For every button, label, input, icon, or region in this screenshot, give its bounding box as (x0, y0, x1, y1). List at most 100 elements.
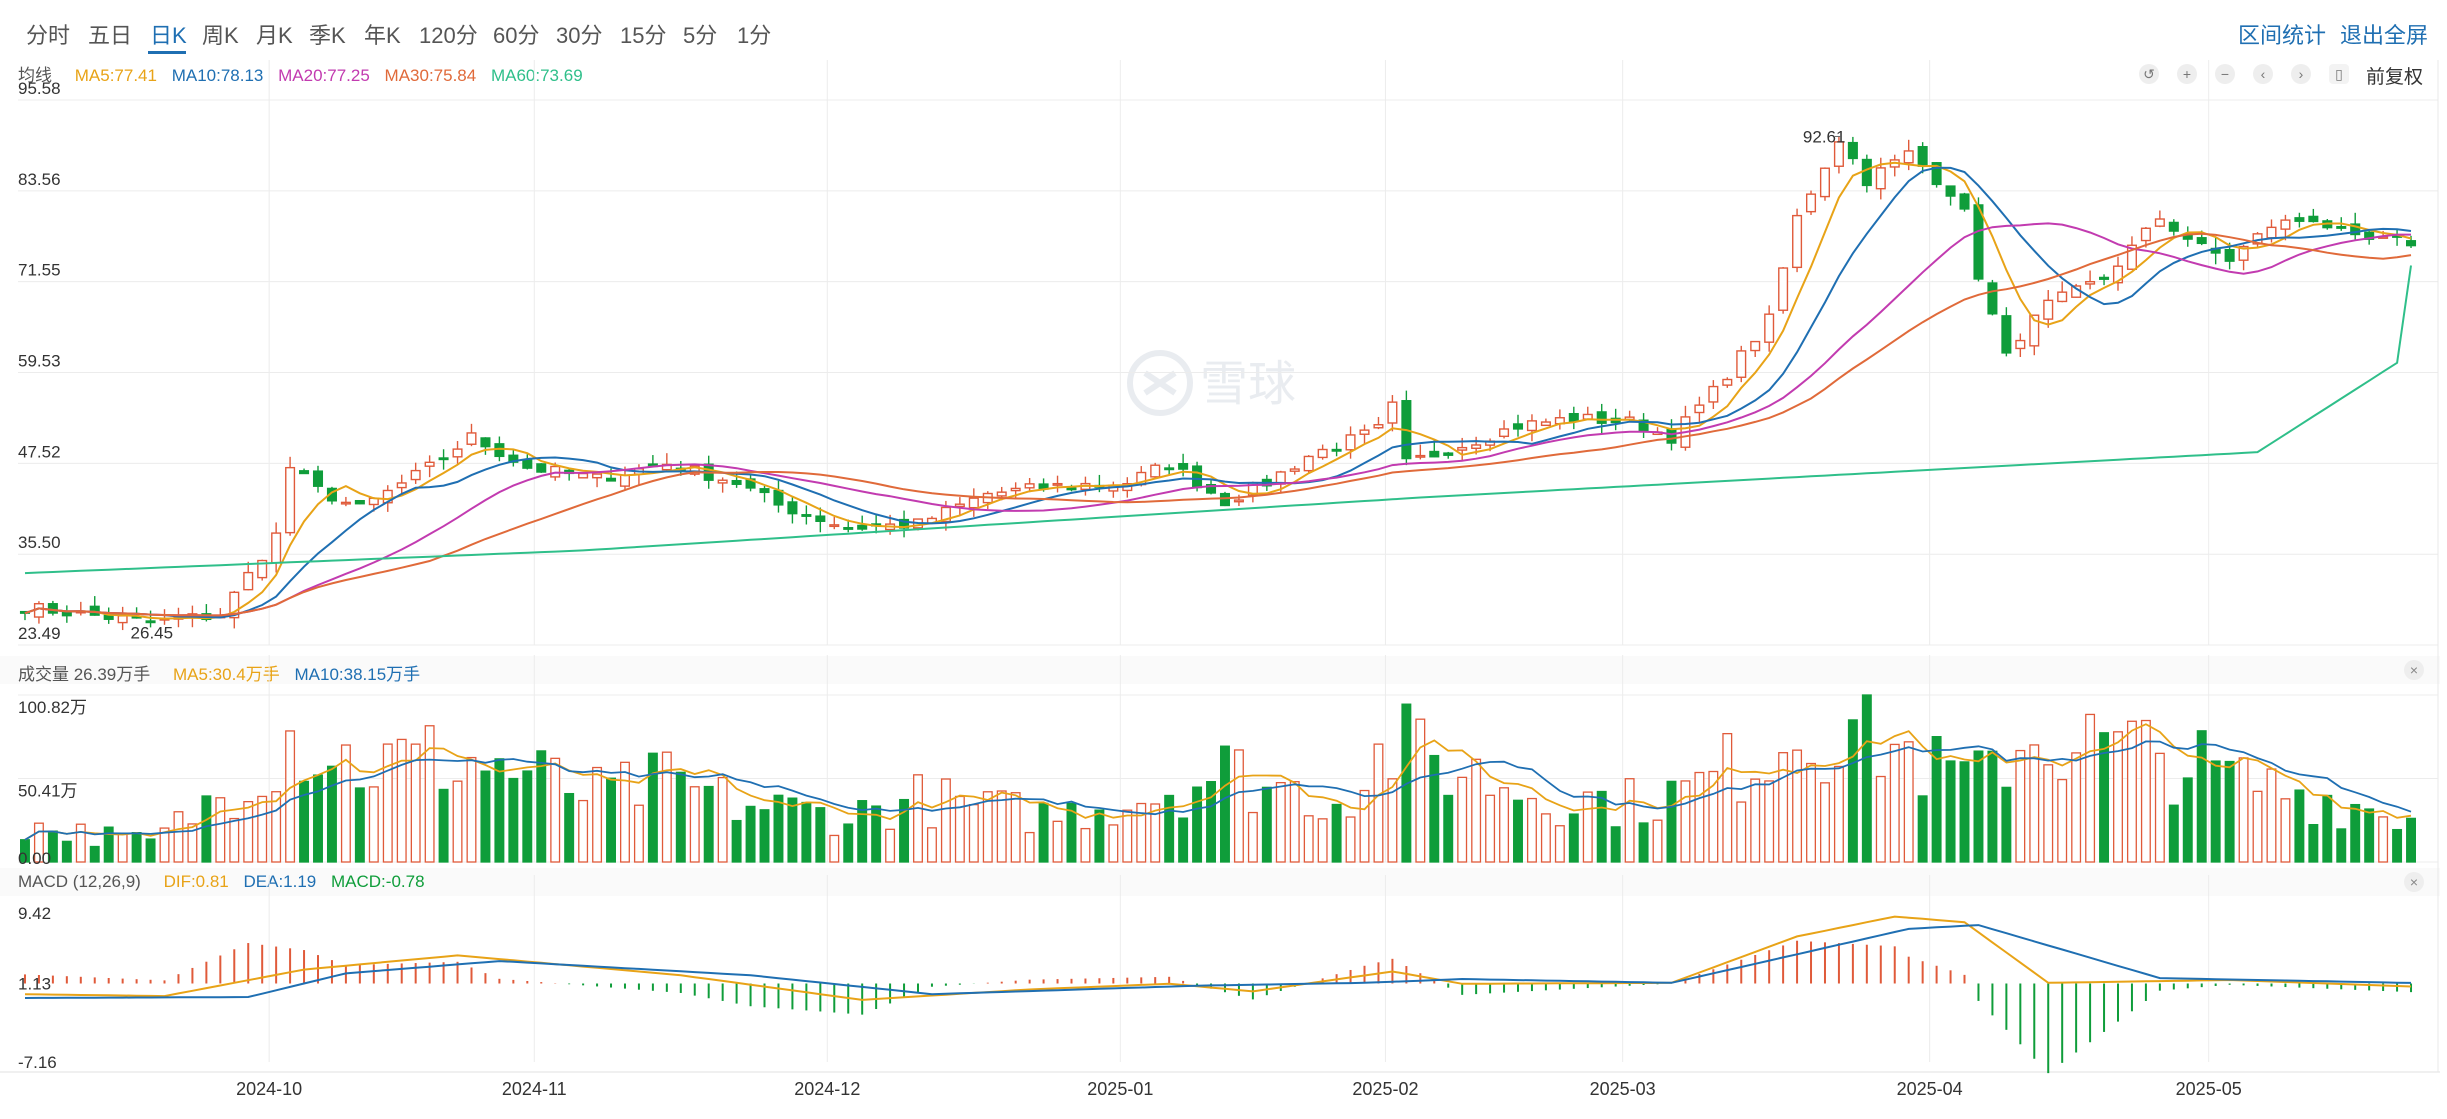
candle (1736, 345, 1747, 383)
candle (899, 510, 910, 538)
candle (1303, 455, 1314, 473)
tab-6[interactable]: 年K (364, 23, 401, 48)
high-annotation: 92.61 (1803, 127, 1846, 146)
tab-10[interactable]: 15分 (620, 23, 667, 48)
candle (1847, 136, 1858, 165)
volume-bar (2238, 757, 2249, 863)
tab-8[interactable]: 60分 (493, 23, 540, 48)
volume-bar (1722, 732, 1733, 863)
volume-bar (717, 776, 728, 863)
volume-bar (1471, 758, 1482, 863)
volume-bar (982, 791, 993, 863)
zoom-in-icon[interactable]: + (2177, 64, 2197, 84)
dif-legend: DIF:0.81 (163, 872, 229, 891)
pan-left-icon[interactable]: ‹ (2253, 64, 2273, 84)
volume-bar (871, 805, 882, 863)
volume-bar (1317, 818, 1328, 863)
volume-bar (1833, 765, 1844, 863)
exit-fullscreen-button[interactable]: 退出全屏 (2340, 23, 2429, 48)
candle (1359, 424, 1370, 445)
tab-5[interactable]: 季K (309, 23, 346, 48)
volume-bar (117, 833, 128, 863)
volume-bar (2308, 823, 2319, 863)
tab-3[interactable]: 周K (202, 23, 239, 48)
volume-bar (382, 743, 393, 863)
volume-bar (703, 785, 714, 863)
zoom-out-icon[interactable]: − (2215, 64, 2235, 84)
tab-7[interactable]: 120分 (419, 23, 478, 48)
candle (1373, 416, 1384, 430)
volume-bar (536, 750, 547, 863)
volume-bar (647, 752, 658, 863)
volume-bar (480, 770, 491, 863)
tab-11[interactable]: 5分 (683, 23, 718, 48)
candle (536, 463, 547, 473)
candle (340, 496, 351, 507)
volume-bar (340, 744, 351, 863)
volume-bar (522, 770, 533, 863)
candle (396, 474, 407, 494)
volume-y-tick: 100.82万 (18, 698, 87, 717)
volume-bar (187, 823, 198, 863)
tab-0[interactable]: 分时 (26, 23, 71, 48)
volume-bar (1973, 750, 1984, 863)
range-stats-button[interactable]: 区间统计 (2238, 23, 2327, 48)
volume-bar (2154, 752, 2165, 863)
volume-bar (2364, 808, 2375, 863)
candle (1205, 480, 1217, 495)
volume-bar (1164, 794, 1175, 863)
candle (1694, 396, 1705, 424)
volume-bar (1652, 819, 1663, 863)
volume-pane (20, 694, 2416, 863)
candle (2001, 307, 2012, 357)
volume-bar (201, 795, 212, 863)
volume-legend: 成交量 26.39万手 MA5:30.4万手 MA10:38.15万手 (18, 660, 430, 685)
volume-bar (2294, 789, 2305, 863)
candle-style-icon[interactable]: ▯ (2329, 64, 2349, 84)
volume-bar (1275, 781, 1286, 863)
close-macd-icon[interactable]: × (2404, 872, 2424, 892)
watermark-text: 雪球 (1200, 358, 1296, 411)
reset-icon[interactable]: ↺ (2139, 64, 2159, 84)
candle (1722, 377, 1733, 388)
dif-line (24, 915, 2412, 1001)
volume-bar (1359, 789, 1370, 863)
volume-bar (578, 799, 589, 863)
candle (787, 496, 798, 524)
volume-bar (494, 758, 505, 863)
volume-bar (1764, 780, 1775, 863)
x-axis-tick: 2025-03 (1590, 1079, 1656, 1099)
volume-bar (1513, 799, 1523, 863)
volume-bar (326, 765, 337, 863)
candle (1150, 462, 1161, 479)
tab-12[interactable]: 1分 (737, 23, 772, 48)
candle (1750, 340, 1761, 357)
price-y-tick: 95.58 (18, 79, 61, 98)
tab-1[interactable]: 五日 (88, 23, 133, 48)
tab-4[interactable]: 月K (256, 23, 293, 48)
candle (1289, 465, 1300, 475)
volume-bar (1303, 815, 1314, 863)
candle (2308, 208, 2319, 223)
volume-bar (885, 828, 896, 863)
close-volume-icon[interactable]: × (2404, 660, 2424, 680)
candle (1052, 475, 1063, 493)
macd-y-tick: -7.16 (18, 1053, 57, 1072)
candle (759, 485, 770, 503)
adjust-mode-selector[interactable]: 前复权 (2366, 67, 2424, 88)
candle (2099, 274, 2110, 286)
volume-bar (1554, 825, 1565, 863)
pan-right-icon[interactable]: › (2291, 64, 2311, 84)
ma5-legend: MA5:77.41 (74, 66, 157, 85)
candle (745, 473, 756, 492)
candle (1526, 414, 1537, 442)
volume-bar (75, 823, 86, 863)
tab-2[interactable]: 日K (150, 23, 187, 48)
candle (47, 600, 58, 616)
volume-bar (285, 730, 296, 863)
candle (326, 486, 337, 505)
tab-9[interactable]: 30分 (556, 23, 603, 48)
volume-bar (508, 777, 519, 863)
volume-y-tick: 0.00 (18, 849, 51, 868)
